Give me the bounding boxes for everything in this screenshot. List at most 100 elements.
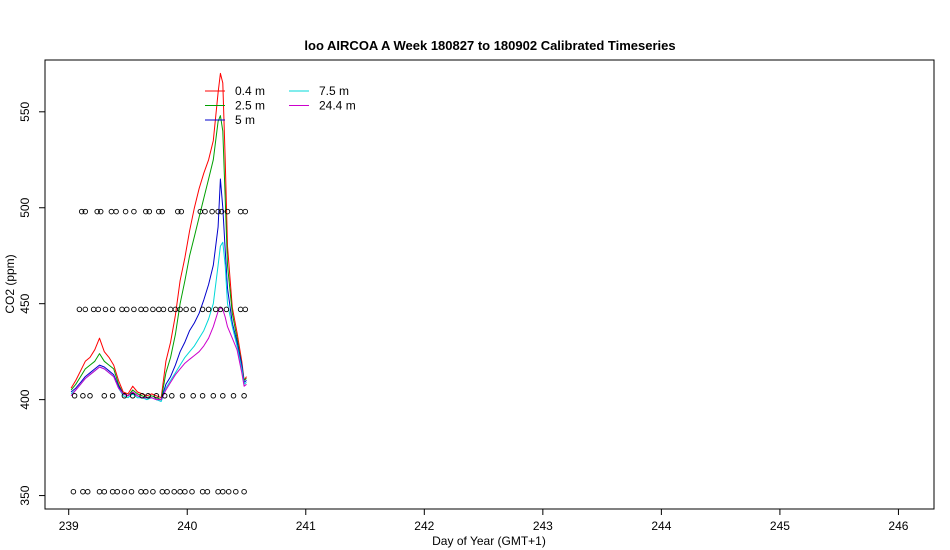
flag-point (204, 488, 211, 495)
flag-point (95, 306, 102, 313)
flag-point (150, 488, 156, 495)
flag-point (94, 208, 100, 215)
chart-title: loo AIRCOA A Week 180827 to 180902 Calib… (304, 38, 675, 53)
y-tick-label: 450 (18, 293, 32, 313)
flag-point (124, 306, 130, 313)
flag-point (178, 208, 185, 215)
flag-point (172, 306, 179, 313)
flag-point (82, 306, 89, 313)
flag-point (102, 306, 109, 313)
flag-point (143, 306, 149, 313)
flag-point (131, 208, 137, 215)
legend-label: 0.4 m (235, 84, 265, 98)
flag-point (146, 208, 153, 215)
x-tick-label: 242 (414, 519, 434, 533)
y-axis-label: CO2 (ppm) (3, 254, 17, 313)
flag-point (84, 488, 91, 495)
flag-point (131, 306, 137, 313)
flag-point (189, 488, 195, 495)
series-layer (70, 72, 247, 402)
flag-point (138, 306, 144, 313)
flag-point (153, 393, 160, 399)
flag-point (169, 393, 175, 399)
flag-point (237, 306, 244, 313)
flag-point (220, 393, 226, 399)
flag-point (177, 306, 183, 313)
series-line-5-m (70, 178, 247, 401)
flag-point (70, 488, 77, 495)
flag-point (96, 488, 103, 495)
x-axis: 239 240 241 242 243 244 245 246 (59, 509, 909, 533)
flag-point (121, 393, 128, 399)
flag-point (78, 208, 85, 215)
series-line-24-4-m (70, 307, 247, 401)
flag-point (223, 306, 230, 313)
flag-point (199, 393, 206, 399)
flag-point (109, 306, 116, 313)
flag-point (108, 208, 115, 215)
flag-point (190, 306, 196, 313)
flag-point (217, 306, 224, 313)
flag-point (138, 488, 144, 495)
flag-point (182, 488, 188, 495)
flag-point (143, 488, 149, 495)
flag-point (183, 306, 189, 313)
x-tick-label: 246 (888, 519, 908, 533)
flag-point (80, 488, 86, 495)
flag-point (210, 393, 217, 399)
flag-point (242, 208, 249, 215)
flag-point (161, 393, 168, 399)
flag-point (209, 208, 215, 215)
y-tick-label: 350 (18, 485, 32, 505)
flag-point (71, 393, 78, 399)
x-axis-label: Day of Year (GMT+1) (432, 534, 546, 548)
legend-label: 7.5 m (319, 84, 349, 98)
flag-point (220, 488, 226, 495)
flag-point (119, 306, 125, 313)
flag-point (190, 393, 196, 399)
series-line-7-5-m (70, 241, 247, 402)
flag-point (218, 208, 225, 215)
flag-point (205, 306, 212, 313)
flag-point (177, 488, 183, 495)
flag-point (109, 393, 116, 399)
flag-point (90, 306, 97, 313)
flag-point (202, 208, 208, 215)
y-tick-label: 550 (18, 101, 32, 121)
y-tick-label: 500 (18, 197, 32, 217)
flag-point (145, 393, 151, 399)
flag-point (175, 208, 181, 215)
legend-label: 24.4 m (319, 99, 356, 113)
flag-point (241, 393, 247, 399)
flag-point (212, 306, 219, 313)
flag-point (179, 393, 186, 399)
flag-point (121, 488, 128, 495)
legend-label: 2.5 m (235, 99, 265, 113)
flag-point (225, 488, 232, 495)
flag-point (241, 488, 247, 495)
x-tick-label: 239 (59, 519, 79, 533)
series-line-0-4-m (70, 72, 247, 399)
flag-point (160, 306, 167, 313)
flag-point (87, 393, 93, 399)
flag-point (156, 306, 162, 313)
flag-point (114, 488, 121, 495)
y-axis: 350 400 450 500 550 (18, 101, 45, 506)
flag-point (80, 393, 86, 399)
flag-point (101, 393, 108, 399)
flag-point (156, 208, 162, 215)
x-tick-label: 243 (533, 519, 553, 533)
flag-points-layer (70, 208, 249, 495)
flag-point (199, 306, 206, 313)
y-tick-label: 400 (18, 389, 32, 409)
flag-point (143, 208, 149, 215)
flag-point (159, 488, 166, 495)
x-tick-label: 240 (177, 519, 197, 533)
flag-point (159, 208, 166, 215)
flag-point (237, 208, 244, 215)
flag-point (76, 306, 83, 313)
flag-point (215, 488, 221, 495)
x-tick-label: 245 (770, 519, 790, 533)
flag-point (233, 488, 239, 495)
